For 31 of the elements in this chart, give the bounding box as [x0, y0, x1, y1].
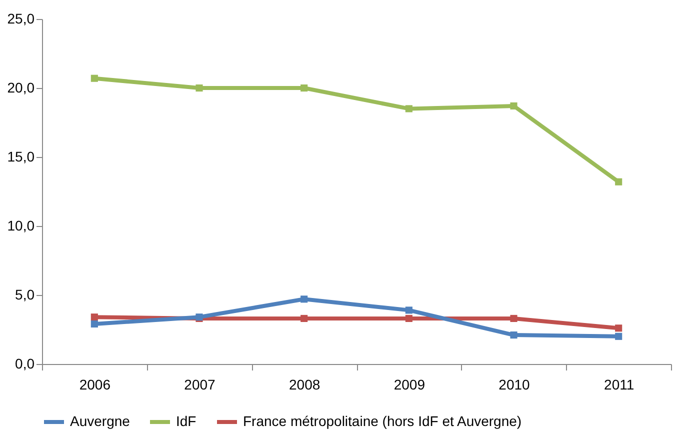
x-tick-label: 2008 [289, 376, 320, 392]
point [615, 332, 622, 340]
x-tick-label: 2009 [394, 376, 426, 392]
point [300, 84, 308, 92]
point [90, 74, 98, 82]
point [405, 314, 412, 322]
legend-label: France métropolitaine (hors IdF et Auvergne) [243, 413, 522, 429]
point [405, 306, 412, 314]
point [510, 314, 518, 322]
y-tick-label: 15,0 [7, 148, 35, 164]
y-tick-label: 20,0 [7, 80, 35, 96]
point [90, 320, 98, 328]
point [90, 314, 98, 321]
y-tick-label: 25,0 [7, 10, 35, 26]
point [196, 84, 203, 92]
point [615, 178, 622, 186]
point [300, 314, 308, 322]
x-tick-label: 2010 [498, 376, 530, 392]
y-tick-label: 0,0 [15, 356, 35, 372]
point [510, 331, 518, 339]
point [615, 324, 622, 332]
point [300, 296, 308, 303]
x-tick-label: 2011 [604, 376, 634, 392]
x-tick-label: 2006 [79, 376, 111, 392]
x-tick-label: 2007 [184, 376, 216, 392]
point [510, 102, 518, 110]
y-tick-label: 10,0 [7, 218, 35, 234]
legend-label: IdF [176, 413, 196, 429]
y-tick-label: 5,0 [15, 286, 35, 302]
point [405, 105, 412, 112]
legend-label: Auvergne [70, 413, 130, 429]
